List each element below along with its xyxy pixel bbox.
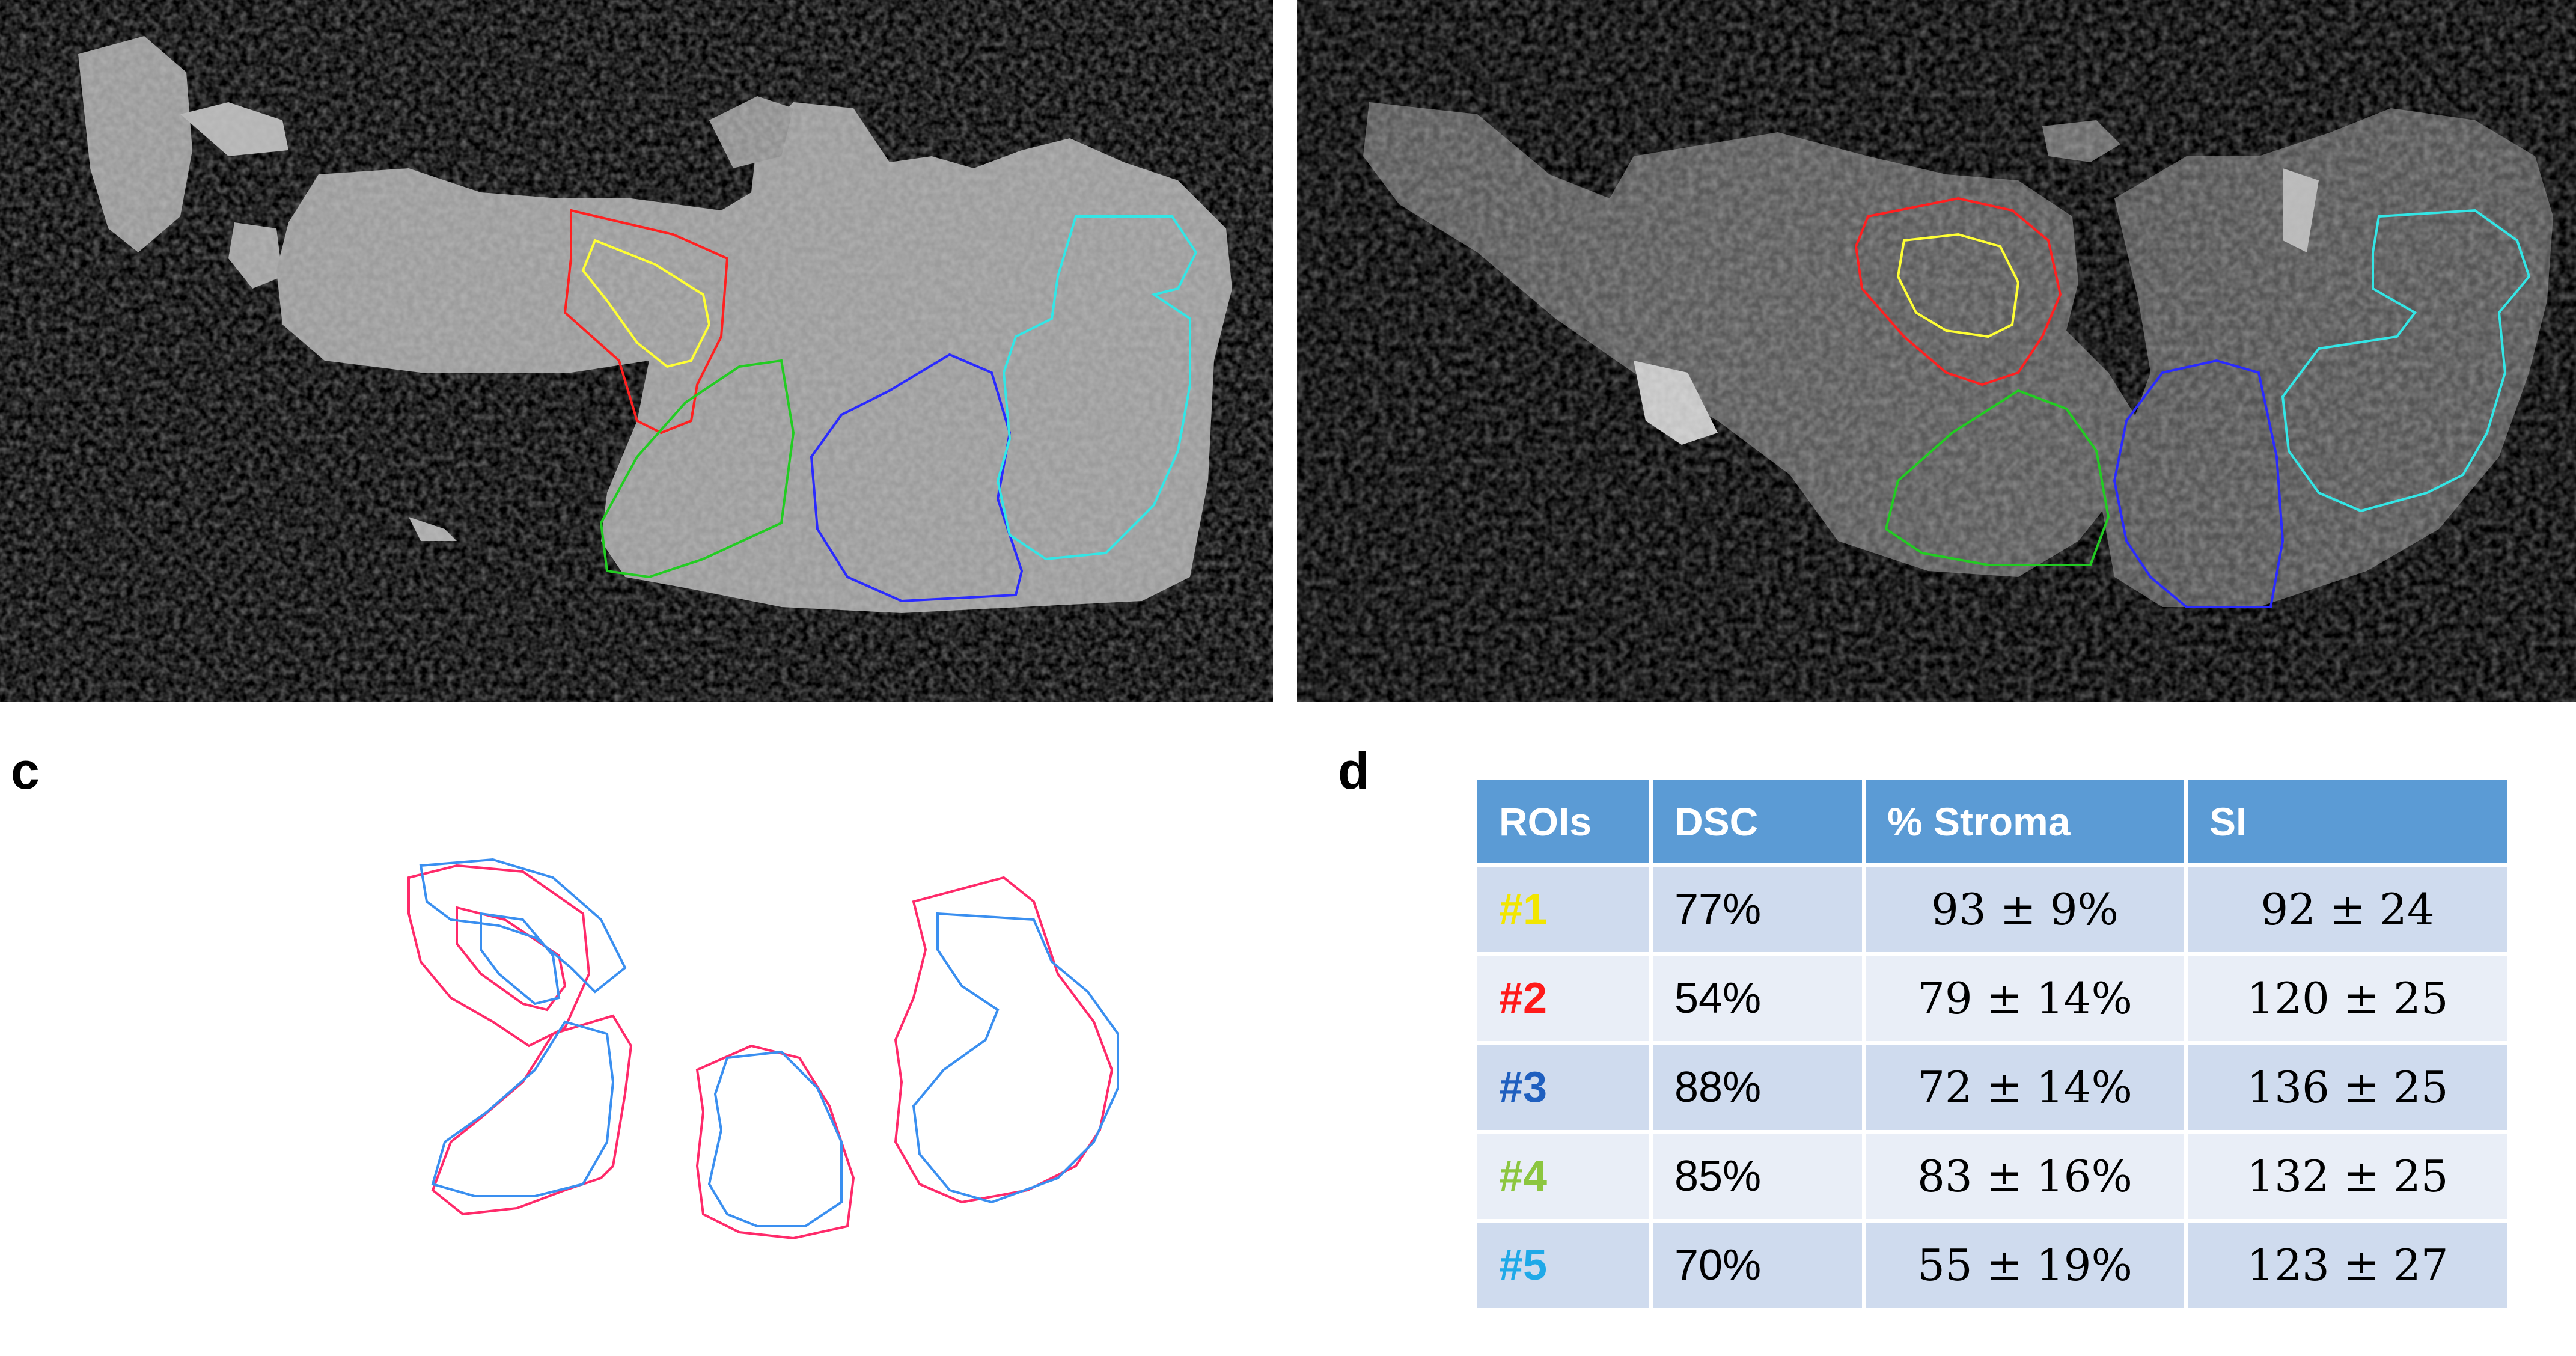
roi5-contour-a xyxy=(996,215,1198,561)
outline-set-red xyxy=(407,864,1114,1240)
si-cell: 136 ± 25 xyxy=(2186,1041,2511,1132)
roi-stats-table: ROIs DSC % Stroma SI #1 77% 93 ± 9% 92 ±… xyxy=(1477,780,2511,1308)
roi-id-cell: #2 xyxy=(1477,952,1653,1043)
roi-id-cell: #5 xyxy=(1477,1219,1653,1308)
table-row: #5 70% 55 ± 19% 123 ± 27 xyxy=(1477,1219,2511,1308)
dsc-cell: 88% xyxy=(1651,1041,1866,1132)
roi4-contour-a xyxy=(599,359,795,579)
dsc-cell: 70% xyxy=(1651,1219,1866,1308)
roi3-contour-b xyxy=(2113,359,2285,608)
tissue-b xyxy=(1297,0,2576,702)
stroma-cell: 79 ± 14% xyxy=(1864,952,2188,1043)
tissue-a xyxy=(0,0,1273,702)
roi4-contour-b xyxy=(1884,389,2110,566)
roi-contours-a xyxy=(563,209,1198,603)
panel-c-svg xyxy=(407,858,1119,1240)
dsc-cell: 85% xyxy=(1651,1130,1866,1221)
panel-a-image xyxy=(0,0,1273,702)
panel-label-d: d xyxy=(1338,742,1370,800)
dsc-cell: 77% xyxy=(1651,863,1866,954)
stroma-cell: 83 ± 16% xyxy=(1864,1130,2188,1221)
table-row: #1 77% 93 ± 9% 92 ± 24 xyxy=(1477,863,2511,954)
table-header-row: ROIs DSC % Stroma SI xyxy=(1477,780,2511,865)
roi-contours-b xyxy=(1854,197,2531,608)
roi5-contour-b xyxy=(2281,209,2531,513)
si-cell: 123 ± 27 xyxy=(2186,1219,2511,1308)
roi1-contour-b xyxy=(1896,233,2020,338)
table-row: #4 85% 83 ± 16% 132 ± 25 xyxy=(1477,1130,2511,1221)
dsc-cell: 54% xyxy=(1651,952,1866,1043)
stroma-cell: 72 ± 14% xyxy=(1864,1041,2188,1132)
table-row: #3 88% 72 ± 14% 136 ± 25 xyxy=(1477,1041,2511,1132)
si-cell: 132 ± 25 xyxy=(2186,1130,2511,1221)
si-cell: 92 ± 24 xyxy=(2186,863,2511,954)
roi-id-cell: #3 xyxy=(1477,1041,1653,1132)
outline-set-blue xyxy=(419,858,1119,1227)
roi2-contour-a xyxy=(563,209,729,435)
si-cell: 120 ± 25 xyxy=(2186,952,2511,1043)
panel-c-outlines xyxy=(385,829,1214,1298)
panel-label-c: c xyxy=(11,742,40,800)
roi-id-cell: #4 xyxy=(1477,1130,1653,1221)
table-row: #2 54% 79 ± 14% 120 ± 25 xyxy=(1477,952,2511,1043)
panel-b-svg xyxy=(1297,0,2576,702)
roi1-contour-a xyxy=(581,239,711,368)
stroma-cell: 93 ± 9% xyxy=(1864,863,2188,954)
panel-a-svg xyxy=(0,0,1273,702)
header-rois: ROIs xyxy=(1477,780,1653,865)
header-si: SI xyxy=(2186,780,2511,865)
roi2-contour-b xyxy=(1854,197,2062,386)
panel-b-image xyxy=(1297,0,2576,702)
header-stroma: % Stroma xyxy=(1864,780,2188,865)
stroma-cell: 55 ± 19% xyxy=(1864,1219,2188,1308)
roi-id-cell: #1 xyxy=(1477,863,1653,954)
header-dsc: DSC xyxy=(1651,780,1866,865)
